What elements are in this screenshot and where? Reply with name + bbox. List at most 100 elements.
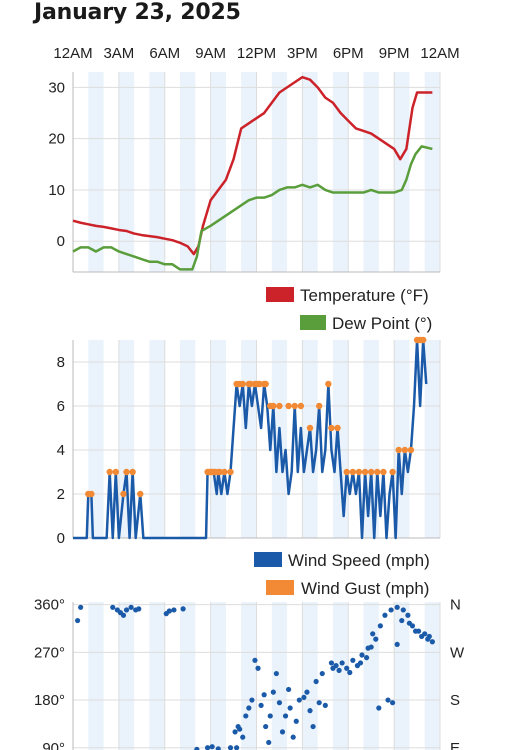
y-tick-label: 30 — [48, 79, 65, 96]
wind-direction-point — [270, 689, 276, 695]
wind-direction-point — [261, 692, 267, 698]
hour-band — [210, 72, 226, 272]
x-tick-label: 12AM — [420, 45, 459, 62]
wind-direction-point — [322, 702, 328, 708]
wind-direction-point — [364, 655, 370, 661]
hour-band — [424, 72, 440, 272]
wind-gust-point — [367, 468, 375, 476]
compass-tick-label: W — [450, 644, 465, 661]
wind-direction-point — [347, 669, 353, 676]
x-tick-label: 12AM — [53, 45, 92, 62]
wind-gust-point — [285, 402, 292, 410]
x-tick-label: 6AM — [149, 45, 180, 62]
wind-direction-point — [316, 700, 322, 706]
y-tick-label: 0 — [57, 530, 65, 547]
y-tick-label: 10 — [48, 182, 65, 199]
wind-direction-point — [249, 697, 255, 703]
chart-panel-1 — [72, 72, 441, 273]
wind-direction-point — [286, 686, 292, 693]
wind-direction-point — [246, 705, 252, 711]
wind-direction-point — [136, 606, 142, 612]
wind-direction-point — [252, 657, 258, 663]
compass-tick-label: S — [450, 692, 460, 709]
wind-direction-point — [120, 612, 127, 618]
temperature-legend-swatch — [266, 287, 294, 302]
wind-direction-point — [240, 734, 246, 740]
wind-direction-point — [359, 652, 365, 658]
y-tick-label: 4 — [57, 442, 65, 459]
hour-band — [180, 340, 196, 538]
hour-band — [332, 72, 349, 272]
hour-band — [332, 602, 349, 750]
wind-direction-point — [373, 636, 379, 642]
wind-direction-point — [415, 628, 422, 634]
wind-gust-point — [270, 402, 277, 410]
wind-gust-point — [315, 402, 323, 410]
wind-direction-point — [365, 645, 371, 651]
wind-gust-point — [106, 468, 113, 476]
wind-speed-legend-swatch — [254, 552, 282, 567]
wind-direction-point — [336, 667, 342, 673]
hour-band — [88, 340, 104, 538]
wind-direction-point — [394, 641, 400, 648]
wind-direction-point — [405, 612, 411, 618]
wind-direction-point — [290, 734, 296, 740]
wind-direction-point — [128, 604, 134, 610]
hour-band — [424, 340, 440, 538]
wind-speed-legend-label: Wind Speed (mph) — [288, 551, 430, 570]
x-tick-label: 12PM — [237, 45, 276, 62]
wind-direction-point — [426, 633, 432, 640]
hour-band — [118, 602, 135, 750]
wind-direction-point — [276, 700, 283, 706]
wind-gust-point — [88, 490, 95, 498]
wind-direction-point — [267, 713, 273, 719]
wind-gust-point — [395, 446, 402, 454]
wind-direction-point — [382, 612, 388, 618]
wind-direction-point — [350, 657, 356, 663]
wind-direction-point — [389, 700, 396, 706]
hour-band — [363, 602, 379, 750]
wind-gust-point — [325, 380, 332, 388]
wind-direction-point — [328, 660, 335, 666]
wind-gust-point — [328, 424, 335, 432]
wind-direction-point — [377, 623, 383, 629]
hour-band — [210, 340, 226, 538]
wind-gust-point — [112, 468, 120, 476]
chart-panel-3 — [72, 602, 441, 750]
wind-direction-point — [409, 623, 416, 629]
wind-direction-point — [74, 617, 81, 624]
hour-band — [424, 602, 440, 750]
wind-direction-point — [237, 726, 243, 732]
wind-direction-point — [215, 746, 221, 750]
wind-direction-point — [304, 689, 310, 695]
y-tick-label: 8 — [57, 354, 65, 371]
wind-direction-point — [194, 746, 200, 750]
wind-direction-point — [310, 723, 316, 730]
wind-direction-point — [422, 631, 428, 637]
y-tick-label: 360° — [34, 597, 65, 614]
wind-direction-point — [394, 604, 400, 610]
dew-point-line — [72, 145, 433, 271]
y-tick-label: 0 — [57, 233, 65, 250]
wind-direction-point — [296, 697, 302, 703]
wind-direction-point — [313, 678, 319, 685]
wind-direction-point — [171, 607, 177, 613]
y-tick-label: 2 — [57, 486, 65, 503]
hour-band — [210, 602, 226, 750]
wind-direction-point — [110, 604, 116, 610]
wind-direction-point — [319, 670, 325, 677]
hour-band — [271, 602, 288, 750]
hour-band — [118, 340, 135, 538]
compass-tick-label: E — [450, 740, 460, 750]
hour-band — [241, 602, 257, 750]
wind-direction-point — [293, 718, 299, 724]
wind-gust-point — [343, 468, 350, 476]
wind-direction-point — [232, 729, 238, 735]
hour-band — [88, 72, 104, 272]
wind-gust-point — [380, 468, 387, 476]
wind-direction-point — [429, 639, 435, 645]
wind-gust-point — [129, 468, 136, 476]
y-tick-label: 180° — [34, 692, 65, 709]
wind-direction-point — [234, 745, 240, 750]
wind-gust-point — [247, 380, 254, 388]
